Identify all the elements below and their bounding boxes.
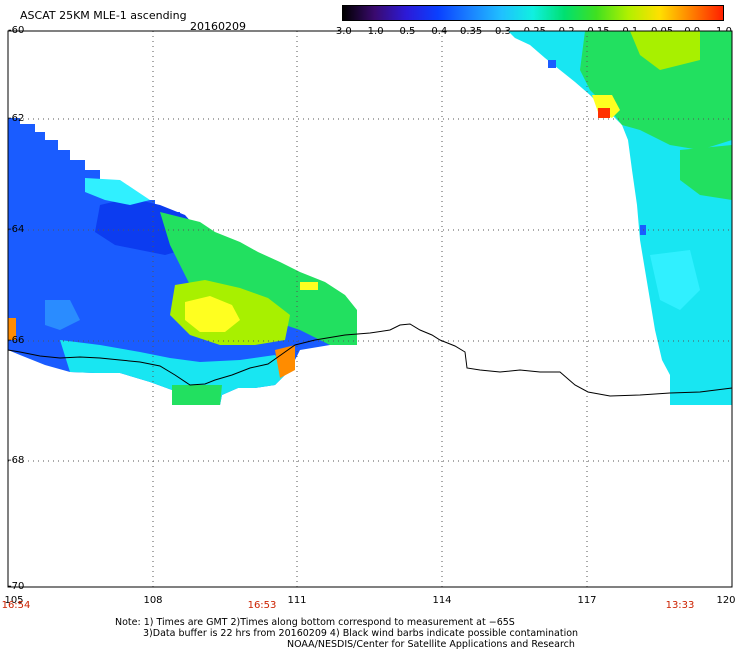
longitude-label: 111 (287, 595, 307, 606)
longitude-label: 114 (432, 595, 452, 606)
pass-time-label: 16:54 (1, 600, 31, 611)
right-lime (630, 31, 700, 70)
cyan-coastal (60, 340, 290, 405)
colorbar (342, 5, 724, 21)
latitude-label: -62 (8, 113, 25, 124)
orange-coastal (275, 345, 295, 378)
right-green-2 (680, 145, 732, 200)
latitude-label: -64 (8, 224, 25, 235)
cyan-band (85, 178, 150, 205)
latitude-label: -66 (8, 335, 25, 346)
longitude-label: 117 (577, 595, 597, 606)
wind-swaths (8, 31, 732, 405)
graticule (8, 31, 732, 587)
latitude-label: -68 (8, 455, 25, 466)
light-cyan-patch (650, 250, 700, 310)
note-line-3: NOAA/NESDIS/Center for Satellite Applica… (287, 639, 575, 650)
longitude-label: 120 (716, 595, 736, 606)
map-plot (7, 30, 733, 588)
latitude-label: -60 (8, 25, 25, 36)
yellow-edge (300, 282, 318, 290)
longitude-label: 105 (4, 595, 24, 606)
right-red (598, 108, 610, 118)
latitude-label: -70 (8, 581, 25, 592)
map-frame (7, 30, 733, 588)
orange-edge (8, 318, 16, 340)
chart-title: ASCAT 25KM MLE-1 ascending (20, 9, 187, 22)
footnote: Note: 1) Times are GMT 2)Times along bot… (115, 617, 578, 650)
mid-blue-patch (45, 300, 80, 330)
pass-time-label: 16:53 (247, 600, 277, 611)
pass-time-label: 13:33 (665, 600, 695, 611)
green-region (160, 212, 357, 345)
antarctic-coastline (7, 323, 733, 397)
longitude-label: 108 (143, 595, 163, 606)
yellow-core (185, 296, 240, 332)
green-coastal (172, 385, 222, 405)
note-line-2: 3)Data buffer is 22 hrs from 20160209 4)… (143, 628, 579, 639)
chart-date: 20160209 (190, 20, 246, 33)
blue-cell (548, 60, 556, 68)
note-line-1: Note: 1) Times are GMT 2)Times along bot… (115, 617, 515, 628)
